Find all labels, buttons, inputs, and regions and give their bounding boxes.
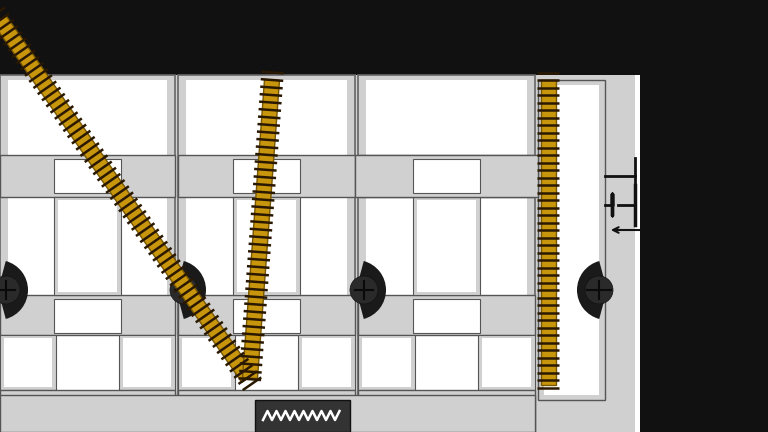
Bar (413, 299, 480, 333)
Bar (233, 197, 300, 295)
Bar (303, 338, 351, 387)
Bar (123, 338, 171, 387)
Bar (358, 390, 535, 432)
Bar (58, 200, 117, 292)
Bar (544, 85, 599, 395)
Bar (413, 159, 480, 193)
Bar (178, 75, 355, 432)
Bar (182, 338, 230, 387)
Polygon shape (0, 16, 254, 382)
Bar (358, 155, 535, 197)
Bar (178, 155, 355, 197)
Bar (358, 295, 535, 335)
Bar (417, 200, 476, 292)
Polygon shape (243, 79, 280, 378)
Circle shape (170, 276, 198, 304)
Bar (55, 159, 121, 193)
Bar (178, 335, 235, 390)
Bar (55, 197, 121, 295)
Bar (358, 75, 535, 432)
Bar (538, 80, 605, 400)
Bar (640, 0, 768, 432)
Bar (233, 299, 300, 333)
Bar (119, 335, 175, 390)
Bar (0, 390, 175, 432)
Bar (0, 395, 535, 432)
Bar (186, 80, 347, 427)
Bar (482, 338, 531, 387)
Bar (178, 390, 355, 432)
Bar (478, 335, 535, 390)
Bar (413, 197, 480, 295)
Bar (0, 75, 635, 432)
Bar (0, 295, 175, 335)
Bar (255, 400, 350, 432)
Bar (0, 0, 768, 75)
Wedge shape (0, 261, 28, 319)
Bar (55, 299, 121, 333)
Bar (366, 80, 527, 427)
Circle shape (585, 276, 613, 304)
Wedge shape (356, 261, 386, 319)
Polygon shape (541, 80, 555, 385)
Bar (355, 155, 538, 197)
Bar (298, 335, 355, 390)
Bar (358, 335, 415, 390)
Bar (0, 75, 175, 432)
Bar (4, 338, 52, 387)
Bar (233, 159, 300, 193)
Bar (8, 80, 167, 427)
Wedge shape (176, 261, 206, 319)
Bar (237, 200, 296, 292)
Bar (362, 338, 411, 387)
Bar (0, 335, 56, 390)
Bar (178, 295, 355, 335)
Circle shape (350, 276, 378, 304)
Circle shape (0, 276, 20, 304)
Wedge shape (577, 261, 607, 319)
Bar (0, 155, 175, 197)
